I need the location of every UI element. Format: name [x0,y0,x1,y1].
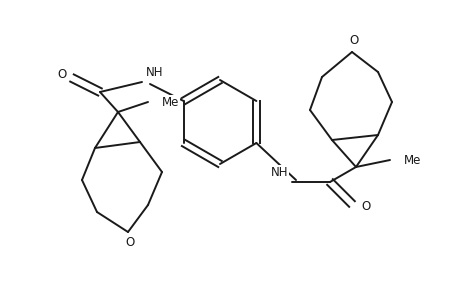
Text: O: O [57,68,67,80]
Text: NH: NH [270,166,287,178]
Text: O: O [361,200,370,212]
Text: NH: NH [146,65,163,79]
Text: Me: Me [403,154,420,166]
Text: Me: Me [162,95,179,109]
Text: O: O [349,34,358,46]
Text: O: O [125,236,134,248]
